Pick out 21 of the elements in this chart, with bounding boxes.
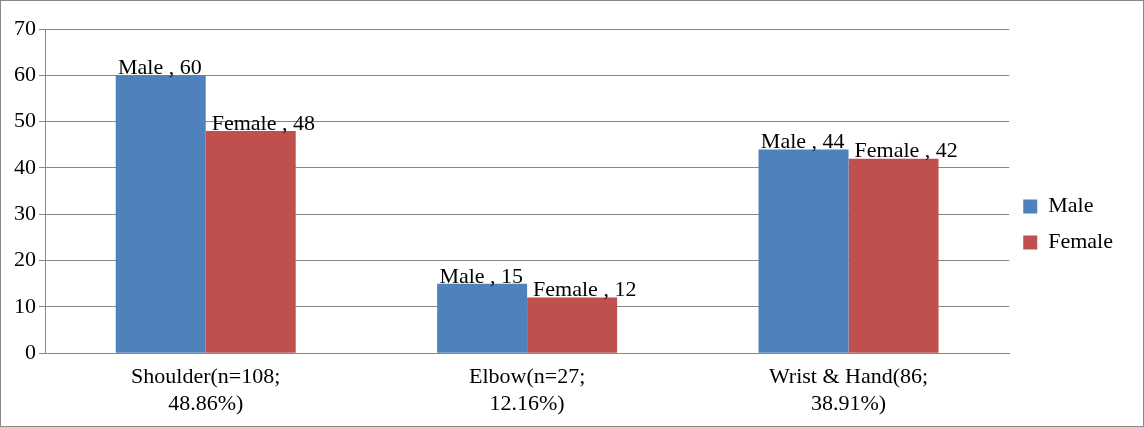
x-tick-label: Shoulder(n=108; 48.86%) — [131, 363, 281, 415]
legend-label: Female — [1048, 228, 1114, 254]
y-tick-label: 0 — [25, 338, 36, 364]
bar — [205, 130, 296, 353]
data-label: Male , 60 — [118, 54, 202, 80]
y-tick-label: 10 — [14, 292, 36, 318]
data-label: Female , 42 — [854, 137, 958, 163]
data-label: Male , 15 — [439, 262, 524, 288]
y-tick-label: 30 — [14, 200, 36, 226]
y-tick-label: 20 — [14, 246, 36, 272]
data-label: Female , 12 — [533, 276, 637, 302]
x-tick-label: Wrist & Hand(86; 38.91%) — [768, 363, 929, 415]
y-tick-label: 70 — [14, 14, 36, 40]
y-tick-label: 50 — [14, 107, 36, 133]
y-tick-label: 40 — [14, 153, 36, 179]
data-label: Female , 48 — [211, 109, 315, 135]
y-tick-label: 60 — [14, 61, 36, 87]
legend-label: Male — [1048, 192, 1094, 218]
bar — [437, 283, 528, 353]
data-label: Male , 44 — [760, 128, 845, 154]
x-tick-label: Elbow(n=27; 12.16%) — [468, 363, 586, 415]
